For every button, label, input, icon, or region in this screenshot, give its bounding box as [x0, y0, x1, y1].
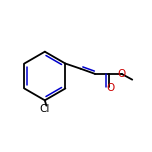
- Text: Cl: Cl: [40, 104, 50, 114]
- Text: O: O: [117, 69, 126, 79]
- Text: O: O: [106, 83, 114, 93]
